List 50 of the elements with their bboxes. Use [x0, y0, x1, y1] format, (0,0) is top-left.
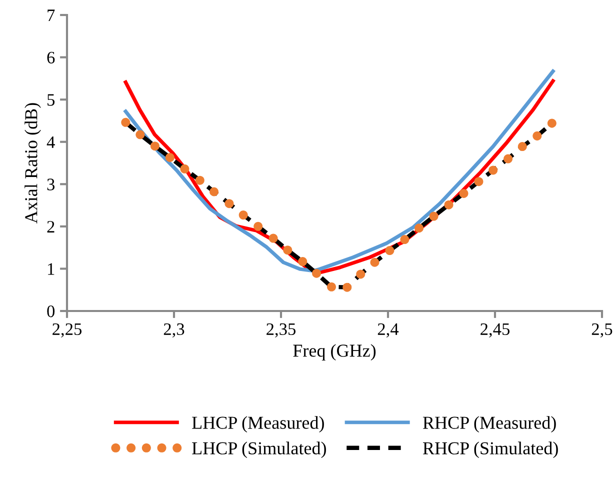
point [312, 268, 322, 278]
point [356, 270, 366, 279]
point [547, 118, 556, 128]
point [268, 234, 278, 243]
point [165, 153, 174, 162]
x-tick-label: 2,5 [592, 323, 612, 338]
point [254, 222, 263, 231]
point [474, 177, 484, 186]
y-tick-label: 6 [47, 52, 55, 64]
point [195, 176, 204, 185]
legend-label: RHCP (Simulated) [422, 442, 558, 458]
x-tick-label: 2,25 [52, 323, 82, 338]
x-tick-label: 2,35 [266, 323, 296, 338]
point [327, 282, 336, 292]
point [370, 258, 380, 267]
y-tick-label: 0 [47, 305, 55, 318]
point [224, 199, 234, 208]
point [385, 246, 394, 256]
x-axis-title: Freq (GHz) [293, 344, 376, 360]
point [283, 246, 292, 255]
point [210, 187, 219, 196]
y-tick-label: 3 [47, 178, 55, 190]
point [429, 212, 438, 221]
y-tick-label: 4 [46, 136, 55, 148]
x-tick-label: 2,3 [164, 323, 184, 338]
point [298, 257, 308, 266]
point [504, 154, 513, 164]
point [400, 235, 410, 244]
point [136, 130, 145, 140]
point [238, 210, 248, 220]
y-tick-label: 7 [48, 10, 55, 22]
x-tick-label: 2,4 [378, 323, 399, 338]
point [121, 118, 130, 127]
legend-label: LHCP (Measured) [192, 416, 324, 433]
x-tick-label: 2,45 [480, 323, 510, 338]
point [444, 200, 454, 210]
y-tick-label: 2 [47, 220, 54, 232]
legend-label: LHCP (Simulated) [192, 442, 326, 458]
point [150, 142, 160, 151]
point [532, 131, 542, 140]
point [342, 282, 352, 292]
point [459, 188, 468, 198]
point [488, 166, 498, 175]
y-tick-label: 1 [48, 263, 54, 275]
point [180, 164, 190, 174]
y-axis-title: Axial Ratio (dB) [24, 103, 41, 224]
legend-label: RHCP (Measured) [422, 416, 556, 433]
y-tick-label: 5 [48, 94, 55, 106]
point [518, 142, 527, 152]
point [414, 224, 424, 233]
